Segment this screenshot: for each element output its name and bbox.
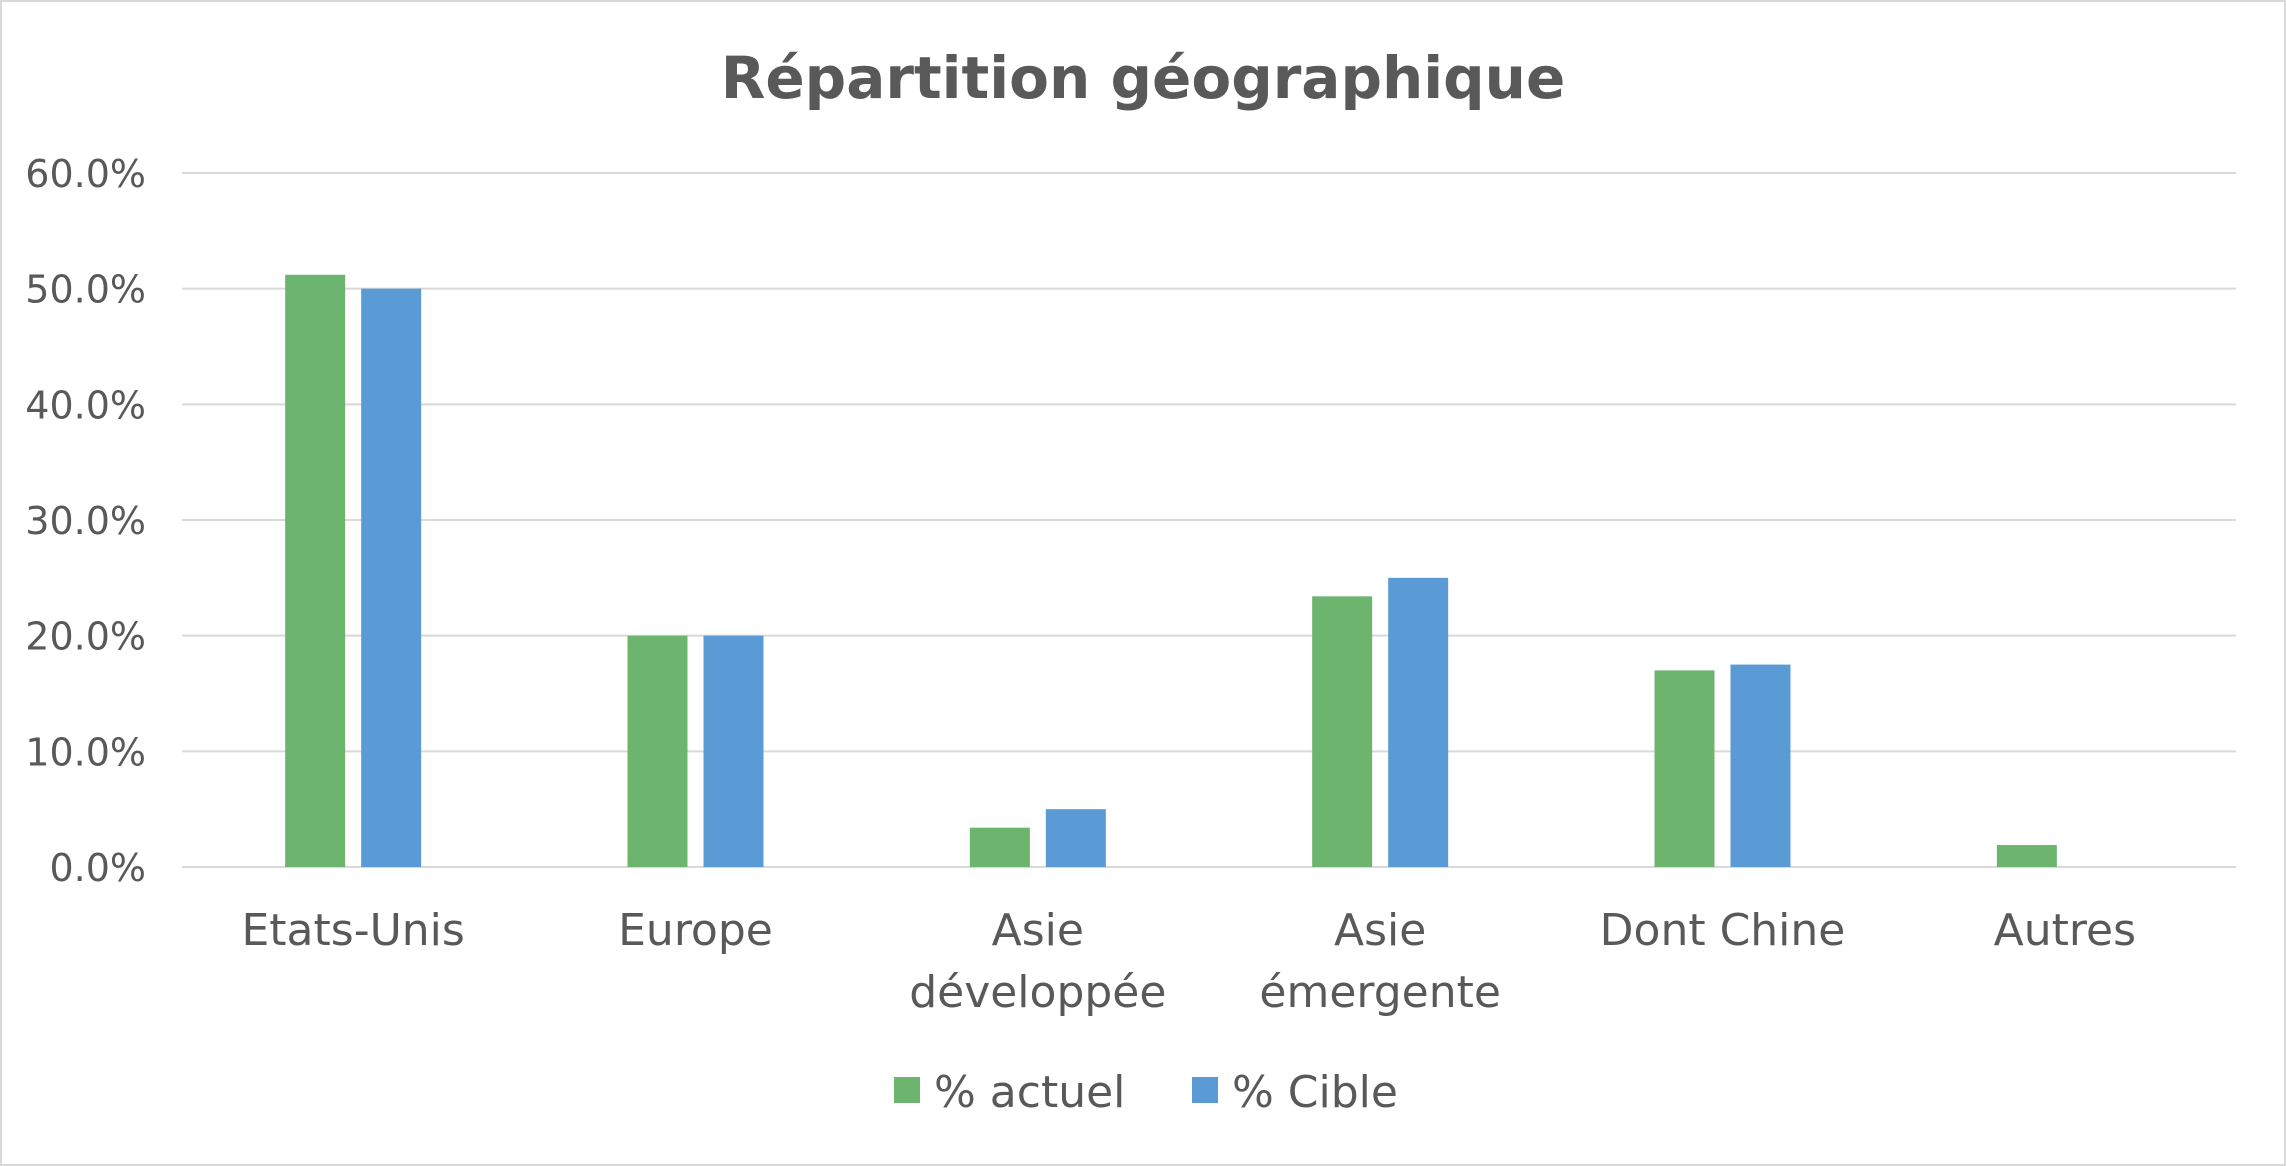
legend-item-cible: % Cible bbox=[1192, 1067, 1398, 1118]
bars bbox=[285, 274, 2057, 868]
bar-cible bbox=[361, 288, 422, 868]
chart-title: Répartition géographique bbox=[721, 44, 1566, 112]
bar-actuel bbox=[969, 827, 1030, 867]
bar-actuel bbox=[1654, 670, 1715, 867]
legend-label: % Cible bbox=[1232, 1067, 1398, 1118]
x-category-label: Etats-Unis bbox=[242, 905, 465, 956]
x-category-label: Europe bbox=[618, 905, 773, 956]
x-category-line: Etats-Unis bbox=[242, 905, 465, 956]
legend-item-actuel: % actuel bbox=[894, 1067, 1125, 1118]
x-category-line: Autres bbox=[1994, 905, 2136, 956]
legend: % actuel % Cible bbox=[894, 1067, 1398, 1118]
x-category-line: Asie bbox=[1334, 905, 1426, 956]
x-category-line: émergente bbox=[1259, 967, 1501, 1018]
y-tick-label: 10.0% bbox=[25, 730, 146, 774]
y-tick-label: 0.0% bbox=[49, 846, 146, 890]
x-category-line: Asie bbox=[992, 905, 1084, 956]
x-category-label: Asie développée bbox=[909, 905, 1166, 1018]
y-tick-label: 20.0% bbox=[25, 615, 146, 659]
y-axis-ticks: 0.0% 10.0% 20.0% 30.0% 40.0% 50.0% 60.0% bbox=[25, 152, 146, 890]
bar-actuel bbox=[285, 274, 346, 868]
legend-swatch bbox=[1192, 1077, 1218, 1103]
x-category-label: Asie émergente bbox=[1259, 905, 1501, 1018]
legend-swatch bbox=[894, 1077, 920, 1103]
y-tick-label: 30.0% bbox=[25, 499, 146, 543]
x-category-line: Europe bbox=[618, 905, 773, 956]
bar-cible bbox=[1388, 577, 1449, 867]
y-tick-label: 40.0% bbox=[25, 383, 146, 427]
x-category-label: Dont Chine bbox=[1600, 905, 1846, 956]
legend-label: % actuel bbox=[934, 1067, 1125, 1118]
bar-actuel bbox=[1996, 845, 2057, 867]
x-category-label: Autres bbox=[1994, 905, 2136, 956]
bar-cible bbox=[1730, 664, 1791, 867]
y-tick-label: 60.0% bbox=[25, 152, 146, 196]
bar-cible bbox=[703, 635, 764, 867]
gridlines bbox=[182, 172, 2236, 868]
x-category-line: développée bbox=[909, 967, 1166, 1018]
bar-actuel bbox=[1312, 596, 1373, 867]
x-category-line: Dont Chine bbox=[1600, 905, 1846, 956]
y-tick-label: 50.0% bbox=[25, 268, 146, 312]
bar-cible bbox=[1045, 809, 1106, 867]
x-axis-categories: Etats-Unis Europe Asie développée Asie émerge… bbox=[242, 905, 2137, 1018]
bar-actuel bbox=[627, 635, 688, 867]
